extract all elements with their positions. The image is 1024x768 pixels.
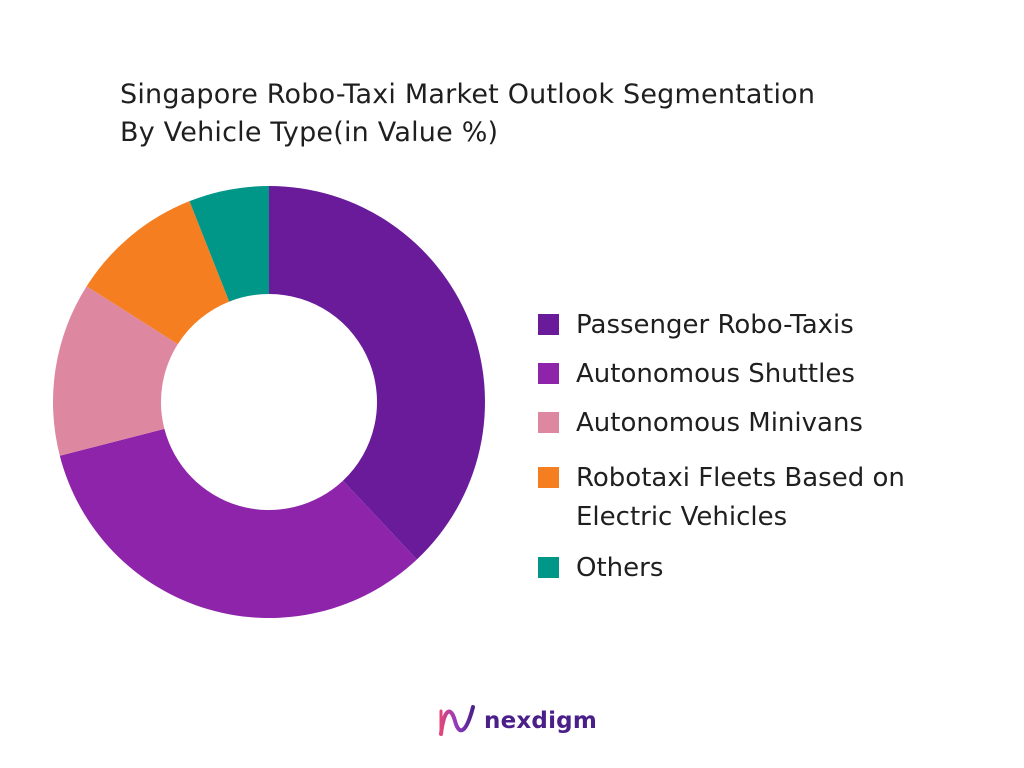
donut-slice-robotaxi-fleets-based-on-electric-vehicles	[86, 201, 230, 345]
legend-label: Passenger Robo-Taxis	[576, 306, 966, 345]
chart-title-line-1: Singapore Robo-Taxi Market Outlook Segme…	[120, 79, 816, 110]
nexdigm-wave-icon	[439, 705, 475, 736]
legend-item: Autonomous Minivans	[538, 404, 966, 443]
legend-swatch	[538, 412, 559, 433]
donut-slice-passenger-robo-taxis	[269, 186, 485, 560]
legend-label-line: Others	[576, 553, 664, 583]
legend-label: Robotaxi Fleets Based on Electric Vehicle…	[576, 459, 966, 537]
chart-title-line-2: By Vehicle Type(in Value %)	[120, 117, 499, 148]
brand-name: nexdigm	[484, 708, 597, 734]
legend-label: Autonomous Shuttles	[576, 355, 966, 394]
chart-title: Singapore Robo-Taxi Market Outlook Segme…	[120, 76, 815, 152]
legend-item: Others	[538, 549, 966, 588]
donut-slice-autonomous-minivans	[53, 286, 178, 456]
legend-item: Robotaxi Fleets Based on Electric Vehicle…	[538, 459, 966, 537]
legend-item: Autonomous Shuttles	[538, 355, 966, 394]
legend-label-line: Autonomous Minivans	[576, 408, 863, 438]
legend-label: Others	[576, 549, 966, 588]
legend-label-line: Robotaxi Fleets Based on	[576, 463, 905, 493]
donut-slice-others	[189, 186, 269, 302]
legend-label-line: Autonomous Shuttles	[576, 359, 855, 389]
legend-item: Passenger Robo-Taxis	[538, 306, 966, 345]
legend-label-line: Passenger Robo-Taxis	[576, 310, 854, 340]
legend-label: Autonomous Minivans	[576, 404, 966, 443]
legend-swatch	[538, 314, 559, 335]
legend-swatch	[538, 363, 559, 384]
donut-slice-autonomous-shuttles	[59, 428, 417, 618]
legend-swatch	[538, 557, 559, 578]
legend-label-line: Electric Vehicles	[576, 502, 788, 532]
legend-swatch	[538, 467, 559, 488]
brand-logo: nexdigm	[438, 703, 597, 739]
